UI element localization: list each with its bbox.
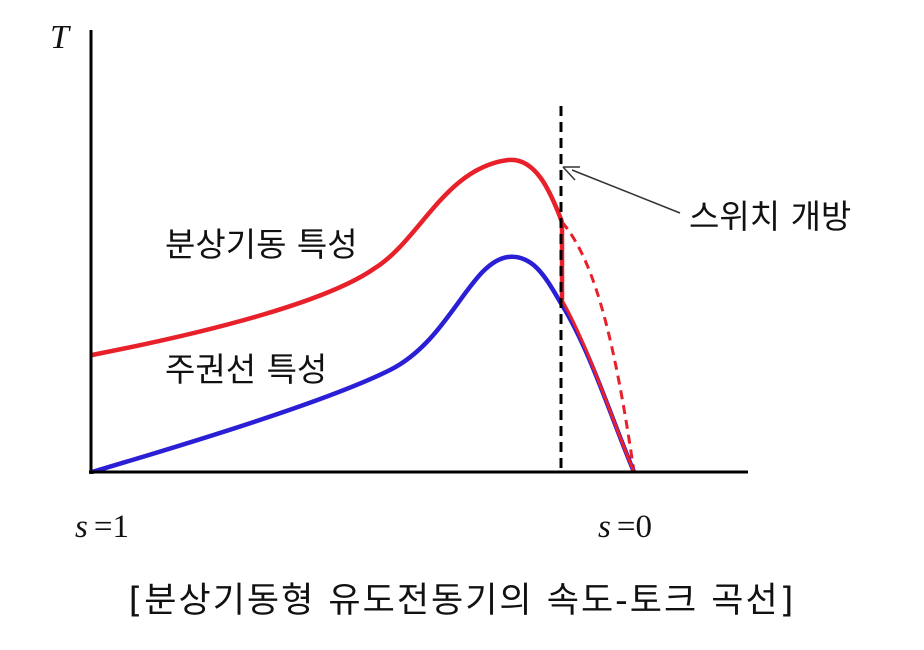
figure-caption: [분상기동형 유도전동기의 속도-토크 곡선] [128, 581, 796, 621]
y-axis-label: T [50, 19, 71, 56]
x-axis-left-label: s =1 [75, 509, 129, 545]
split-phase-dashed-continuation [560, 221, 636, 473]
switch-opening-label: 스위치 개방 [689, 197, 851, 236]
switch-pointer-arrow-head [562, 166, 580, 181]
main-winding-label: 주권선 특성 [165, 350, 327, 389]
split-phase-curve [91, 157, 565, 358]
x-axis-right-label: s =0 [598, 509, 652, 545]
switch-pointer-arrow-line [571, 169, 681, 214]
split-phase-label: 분상기동 특성 [165, 225, 358, 264]
operating-curve-after-switch [560, 299, 636, 473]
